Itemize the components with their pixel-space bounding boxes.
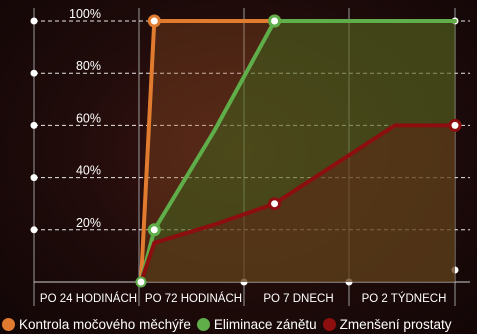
- legend-label-bladder: Kontrola močového měchýře: [19, 316, 191, 332]
- axis-dot: [345, 278, 353, 286]
- y-tick-dot: [30, 174, 38, 182]
- legend-swatch-prostate: [322, 317, 336, 331]
- legend-item-bladder: Kontrola močového měchýře: [2, 317, 191, 332]
- legend: Kontrola močového měchýře Eliminace záně…: [0, 314, 477, 334]
- data-point-inflammation: [147, 223, 161, 237]
- data-point-prostate: [448, 118, 462, 132]
- legend-swatch-inflammation: [196, 317, 210, 331]
- legend-label-inflammation: Eliminace zánětu: [213, 316, 317, 332]
- y-tick-label: 80%: [76, 59, 101, 73]
- legend-item-inflammation: Eliminace zánětu: [196, 316, 317, 332]
- x-tick-label: PO 24 HODINÁCH: [40, 292, 137, 305]
- x-tick-label: PO 7 DNECH: [263, 293, 333, 305]
- origin-point: [135, 276, 147, 288]
- area-inflammation: [141, 21, 455, 282]
- y-tick-dot: [30, 69, 38, 77]
- y-tick-dot: [30, 17, 38, 25]
- y-tick-dot: [30, 226, 38, 234]
- data-point-inflammation: [268, 14, 282, 28]
- data-point-bladder: [147, 14, 161, 28]
- area-prostate: [141, 125, 455, 283]
- y-tick-label: 40%: [76, 164, 101, 178]
- x-tick-label: PO 72 HODINÁCH: [145, 292, 242, 305]
- legend-label-prostate: Zmenšení prostaty: [339, 316, 452, 332]
- area-chart: 20% 40% 60% 80% 100% PO 24 HODINÁCH PO 72 HODI…: [30, 7, 470, 306]
- data-point-prostate: [268, 197, 282, 211]
- area-bladder: [141, 21, 455, 282]
- x-tick-label: PO 2 TÝDNECH: [362, 292, 447, 305]
- y-tick-label: 60%: [76, 111, 101, 125]
- y-tick-label: 100%: [69, 7, 101, 21]
- axis-dot: [240, 278, 248, 286]
- legend-item-prostate: Zmenšení prostaty: [322, 316, 452, 332]
- axis-dot: [451, 266, 459, 274]
- y-tick-dot: [30, 121, 38, 129]
- legend-swatch-bladder: [2, 317, 15, 331]
- y-tick-label: 20%: [76, 216, 101, 230]
